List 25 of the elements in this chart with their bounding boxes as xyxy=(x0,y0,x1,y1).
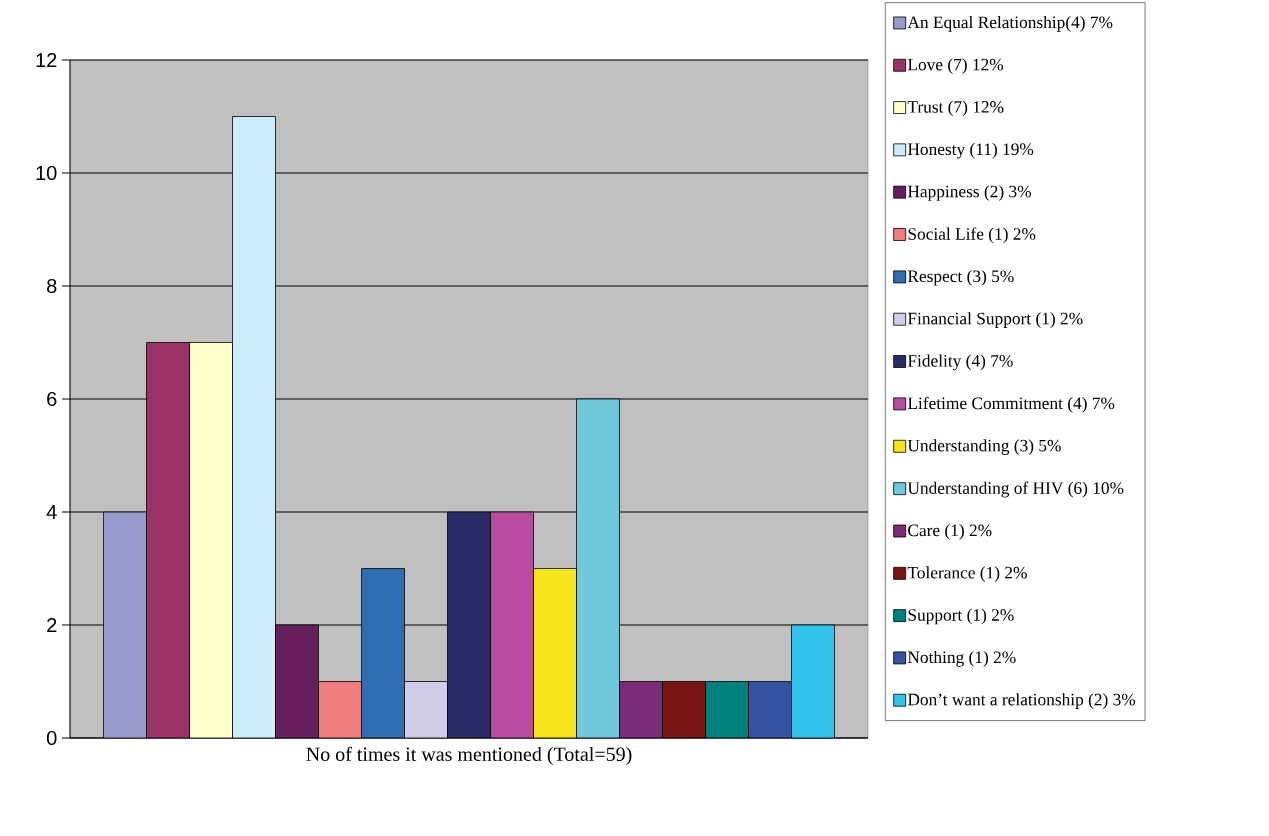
legend-label: An Equal Relationship(4) 7% xyxy=(907,15,1113,32)
y-tick-label: 8 xyxy=(47,278,57,294)
legend-label: Love (7) 12% xyxy=(907,58,1004,74)
legend-label: Respect (3) 5% xyxy=(907,269,1014,286)
legend-label: Care (1) 2% xyxy=(908,524,992,540)
legend-label: Trust (7) 12% xyxy=(907,100,1004,117)
y-tick-label: 4 xyxy=(46,505,57,519)
legend-label: Tolerance (1) 2% xyxy=(907,566,1027,583)
y-tick-label: 6 xyxy=(47,391,57,407)
legend-label: Honesty (11) 19% xyxy=(907,142,1034,159)
y-tick-label: 2 xyxy=(47,618,57,632)
legend-label: Don’t want a relationship (2) 3% xyxy=(907,693,1136,709)
legend-label: Social Life (1) 2% xyxy=(908,227,1036,244)
y-tick-label: 12 xyxy=(36,53,57,67)
legend-label: Fidelity (4) 7% xyxy=(907,354,1013,371)
legend-label: Support (1) 2% xyxy=(908,608,1014,625)
legend-label: Understanding (3) 5% xyxy=(907,439,1061,456)
legend-label: Financial Support (1) 2% xyxy=(907,312,1083,328)
legend-label: Nothing (1) 2% xyxy=(907,650,1016,667)
legend-label: Understanding of HIV (6) 10% xyxy=(907,481,1124,498)
y-tick-label: 10 xyxy=(36,165,57,181)
x-axis-title: No of times it was mentioned (Total=59) xyxy=(306,746,632,766)
y-tick-label: 0 xyxy=(46,730,57,746)
legend-label: Happiness (2) 3% xyxy=(907,185,1031,201)
legend-label: Lifetime Commitment (4) 7% xyxy=(907,396,1115,413)
